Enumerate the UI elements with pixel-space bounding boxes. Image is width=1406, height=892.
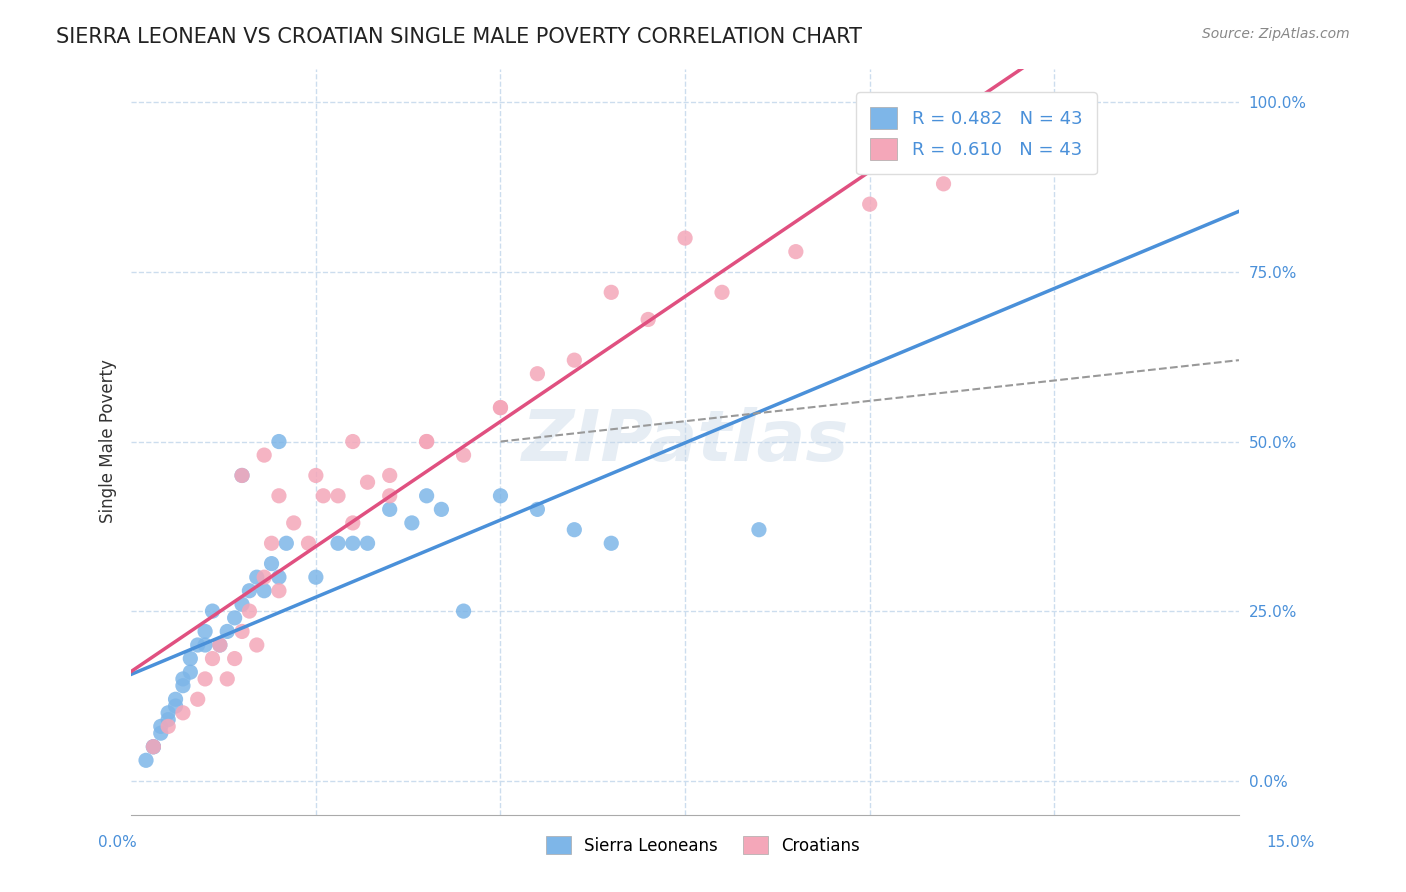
Point <box>172 672 194 686</box>
Text: 0.0%: 0.0% <box>98 836 138 850</box>
Point <box>283 516 305 530</box>
Point <box>489 401 512 415</box>
Point <box>267 489 290 503</box>
Point <box>231 468 253 483</box>
Point <box>179 651 201 665</box>
Point <box>489 489 512 503</box>
Point <box>326 536 349 550</box>
Point <box>859 197 882 211</box>
Point <box>342 516 364 530</box>
Point <box>276 536 298 550</box>
Point <box>142 739 165 754</box>
Point <box>267 570 290 584</box>
Point <box>157 719 180 733</box>
Text: ZIPatlas: ZIPatlas <box>522 407 849 476</box>
Point <box>187 638 209 652</box>
Point <box>253 583 276 598</box>
Point <box>932 177 955 191</box>
Point <box>489 401 512 415</box>
Point <box>135 753 157 767</box>
Point <box>526 367 548 381</box>
Point <box>637 312 659 326</box>
Legend: Sierra Leoneans, Croatians: Sierra Leoneans, Croatians <box>540 830 866 862</box>
Point <box>142 739 165 754</box>
Point <box>246 570 269 584</box>
Point <box>231 468 253 483</box>
Point <box>267 434 290 449</box>
Point <box>217 672 239 686</box>
Point <box>600 285 623 300</box>
Point <box>415 489 437 503</box>
Text: SIERRA LEONEAN VS CROATIAN SINGLE MALE POVERTY CORRELATION CHART: SIERRA LEONEAN VS CROATIAN SINGLE MALE P… <box>56 27 862 46</box>
Point <box>157 706 180 720</box>
Point <box>208 638 231 652</box>
Point <box>748 523 770 537</box>
Point <box>157 713 180 727</box>
Point <box>673 231 696 245</box>
Point <box>253 570 276 584</box>
Point <box>297 536 319 550</box>
Point <box>224 651 246 665</box>
Point <box>305 468 328 483</box>
Point <box>342 434 364 449</box>
Point <box>149 726 172 740</box>
Point <box>142 739 165 754</box>
Point <box>356 475 378 490</box>
Point <box>785 244 807 259</box>
Legend: R = 0.482   N = 43, R = 0.610   N = 43: R = 0.482 N = 43, R = 0.610 N = 43 <box>856 93 1097 175</box>
Point <box>267 583 290 598</box>
Point <box>187 692 209 706</box>
Point <box>401 516 423 530</box>
Point <box>165 699 187 714</box>
Point <box>231 597 253 611</box>
Point <box>224 611 246 625</box>
Point <box>253 448 276 462</box>
Point <box>246 638 269 652</box>
Point <box>194 638 217 652</box>
Point <box>165 692 187 706</box>
Point <box>1043 95 1066 110</box>
Point <box>312 489 335 503</box>
Point <box>231 624 253 639</box>
Point <box>342 536 364 550</box>
Text: 15.0%: 15.0% <box>1267 836 1315 850</box>
Point <box>194 672 217 686</box>
Point <box>238 583 260 598</box>
Point <box>208 638 231 652</box>
Point <box>356 536 378 550</box>
Point <box>430 502 453 516</box>
Point <box>260 536 283 550</box>
Point <box>201 651 224 665</box>
Point <box>453 604 475 618</box>
Y-axis label: Single Male Poverty: Single Male Poverty <box>100 359 117 524</box>
Text: Source: ZipAtlas.com: Source: ZipAtlas.com <box>1202 27 1350 41</box>
Point <box>305 570 328 584</box>
Point <box>260 557 283 571</box>
Point <box>562 523 585 537</box>
Point <box>600 536 623 550</box>
Point <box>526 502 548 516</box>
Point <box>217 624 239 639</box>
Point <box>326 489 349 503</box>
Point <box>238 604 260 618</box>
Point <box>172 679 194 693</box>
Point <box>378 489 401 503</box>
Point <box>194 624 217 639</box>
Point <box>378 502 401 516</box>
Point <box>562 353 585 368</box>
Point <box>453 448 475 462</box>
Point <box>201 604 224 618</box>
Point <box>149 719 172 733</box>
Point <box>711 285 734 300</box>
Point <box>415 434 437 449</box>
Point <box>179 665 201 680</box>
Point <box>172 706 194 720</box>
Point <box>378 468 401 483</box>
Point <box>415 434 437 449</box>
